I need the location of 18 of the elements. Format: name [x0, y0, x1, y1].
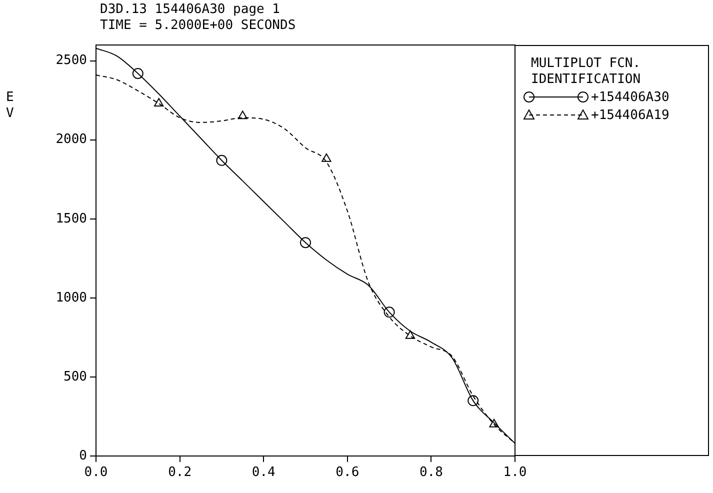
- x-tick-label: 0.2: [168, 465, 192, 480]
- chart-title: D3D.13 154406A30 page 1: [100, 2, 282, 18]
- y-tick-label: 2000: [56, 132, 87, 148]
- x-tick-label: 0.4: [252, 465, 276, 480]
- legend-label: +154406A19: [591, 108, 670, 122]
- y-tick-label: 2500: [56, 53, 87, 68]
- chart-subtitle: TIME = 5.2000E+00 SECONDS: [100, 18, 296, 34]
- y-tick-label: 1000: [56, 290, 87, 306]
- x-tick-label: 1.0: [503, 465, 527, 480]
- legend-label: +154406A30: [591, 90, 670, 104]
- legend-title: MULTIPLOT FCN. IDENTIFICATION: [531, 56, 642, 88]
- y-axis-title: EV: [6, 90, 14, 122]
- y-tick-label: 0: [79, 448, 87, 464]
- x-tick-label: 0.6: [336, 465, 360, 480]
- x-tick-label: 0.8: [419, 465, 443, 480]
- y-tick-label: 500: [64, 369, 87, 384]
- x-tick-label: 0.0: [84, 465, 108, 480]
- y-tick-label: 1500: [56, 211, 87, 226]
